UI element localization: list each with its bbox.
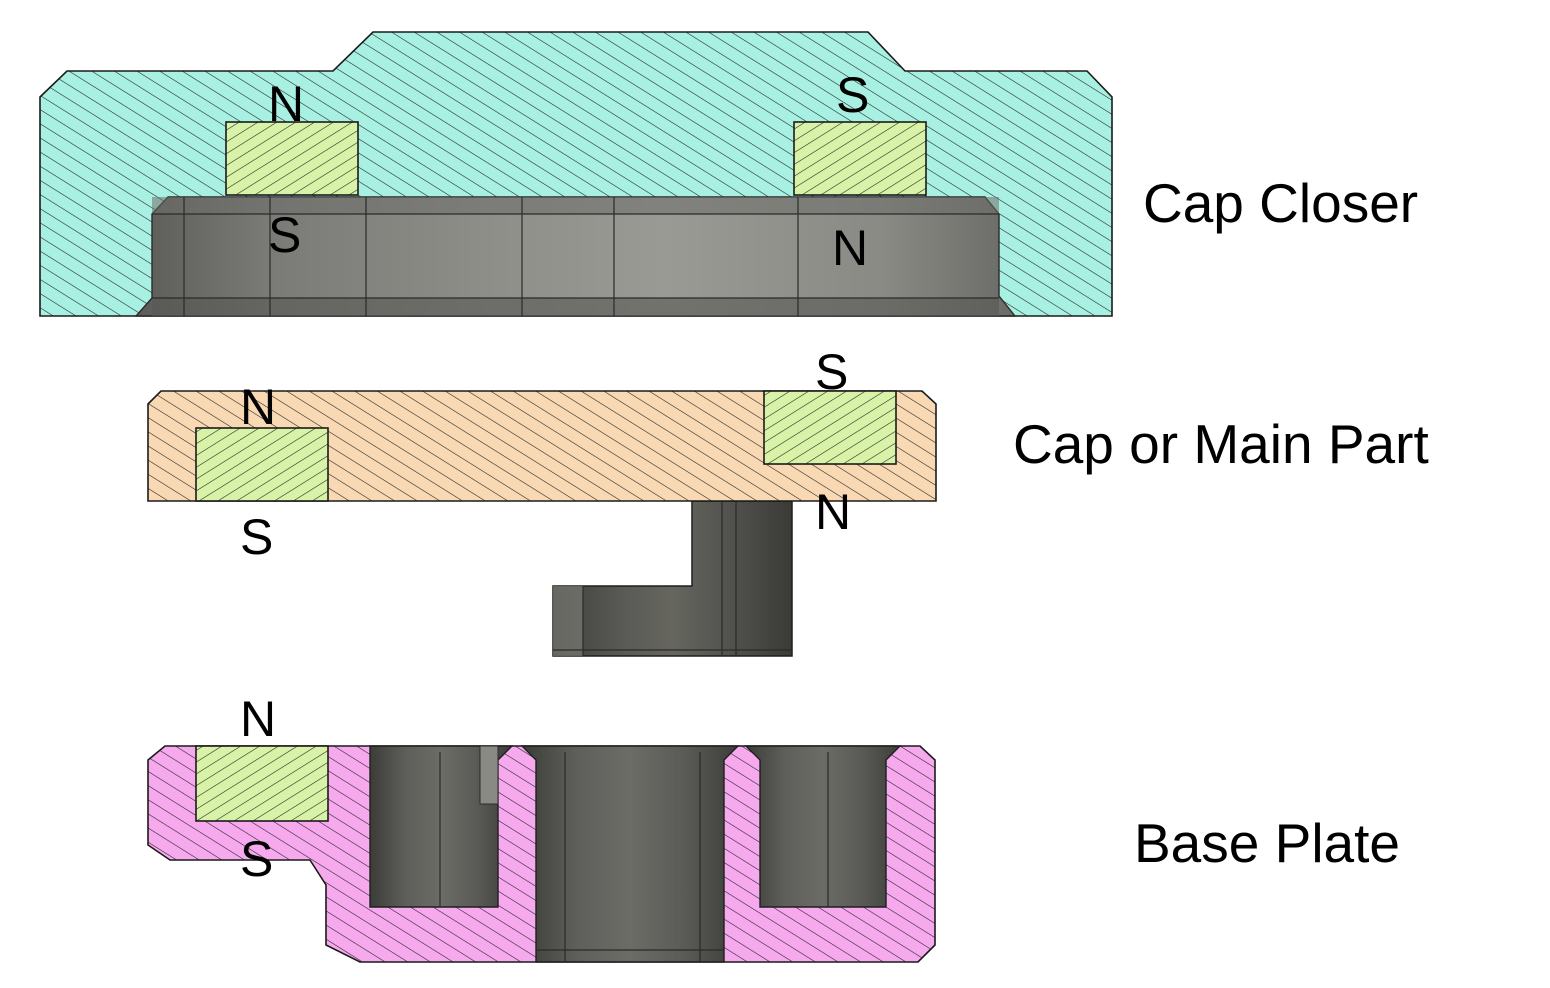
pole-label: S — [815, 344, 848, 400]
base-plate-center-bore — [520, 745, 740, 963]
pole-label: S — [836, 67, 869, 123]
pole-label: N — [240, 379, 276, 435]
cap-main-section: N S S N Cap or Main Part — [147, 344, 1429, 657]
base-plate-label: Base Plate — [1134, 812, 1400, 874]
cap-main-label: Cap or Main Part — [1013, 413, 1429, 475]
pole-label: S — [240, 831, 273, 887]
cap-main-left-magnet — [195, 427, 329, 502]
cap-closer-right-magnet — [793, 121, 927, 196]
pole-label: N — [240, 691, 276, 747]
pole-label: S — [268, 207, 301, 263]
cap-main-post — [552, 500, 793, 657]
cap-closer-section: N S S N Cap Closer — [39, 31, 1418, 317]
cap-closer-label: Cap Closer — [1143, 172, 1418, 234]
cap-closer-left-magnet — [225, 121, 359, 196]
base-plate-left-pocket — [369, 745, 514, 908]
cap-main-right-magnet — [763, 390, 897, 465]
base-plate-left-magnet — [195, 745, 329, 822]
pole-label: S — [240, 509, 273, 565]
pole-label: N — [268, 76, 304, 132]
base-plate-right-pocket — [744, 745, 902, 908]
pole-label: N — [815, 484, 851, 540]
pole-label: N — [832, 220, 868, 276]
base-plate-section: N S Base Plate — [147, 691, 1400, 963]
